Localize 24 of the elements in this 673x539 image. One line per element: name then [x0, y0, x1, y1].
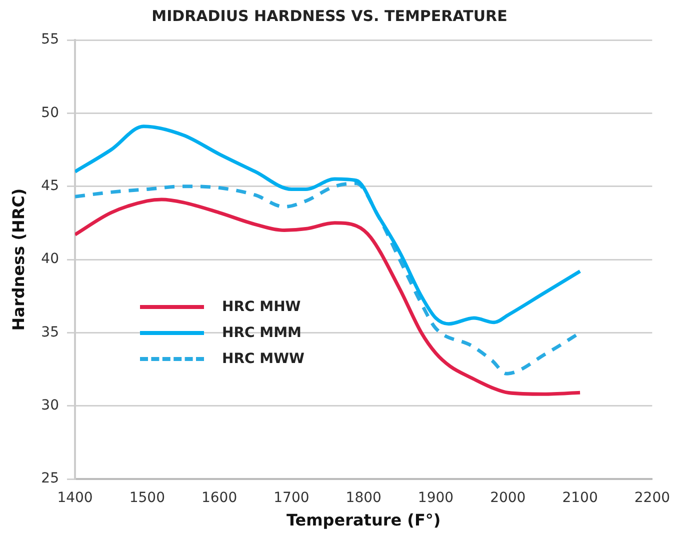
x-tick-label: 1500 [129, 490, 165, 506]
chart-title: MIDRADIUS HARDNESS VS. TEMPERATURE [152, 6, 508, 25]
y-axis-title: Hardness (HRC) [8, 188, 28, 331]
line-series [75, 124, 582, 326]
x-tick-label: 1700 [274, 490, 310, 506]
y-tick-label: 40 [41, 251, 60, 268]
legend-label: HRC MMM [222, 325, 302, 341]
x-tick-label: 1900 [418, 490, 454, 506]
legend-label: HRC MWW [222, 351, 304, 367]
x-tick-label: 1800 [346, 490, 382, 506]
y-tick-label: 50 [41, 104, 60, 121]
x-tick-label: 2200 [634, 490, 670, 506]
line-series [75, 198, 582, 396]
x-tick-label: 1400 [57, 490, 93, 506]
y-tick-label: 55 [41, 32, 60, 48]
y-tick-label: 25 [41, 470, 60, 487]
y-tick-label: 45 [41, 178, 60, 194]
x-axis-title: Temperature (F°) [286, 510, 441, 530]
x-tick-label: 2000 [490, 490, 526, 506]
x-tick-label: 1600 [201, 490, 238, 506]
x-tick-label: 2100 [562, 490, 598, 506]
legend-label: HRC MHW [222, 299, 301, 315]
y-tick-label: 30 [41, 397, 60, 414]
y-tick-label: 35 [41, 324, 60, 340]
